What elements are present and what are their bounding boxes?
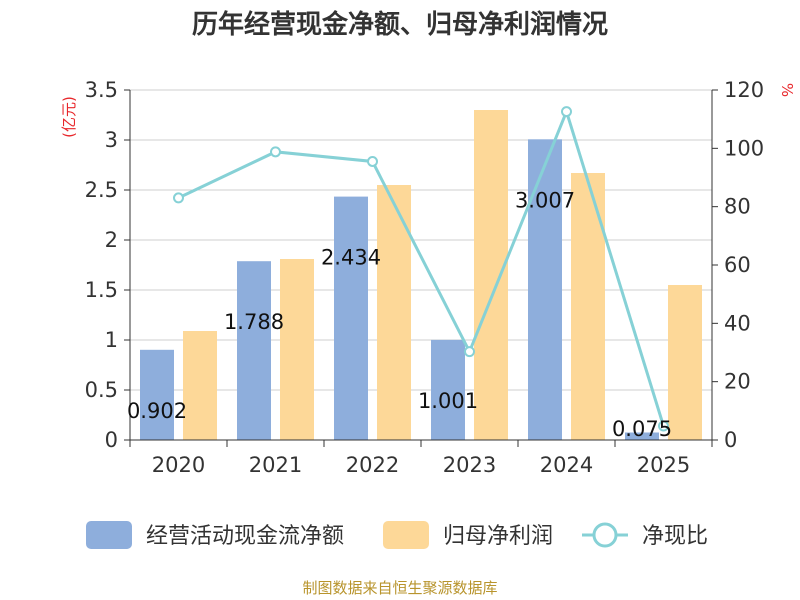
y-left-tick-label: 0.5 <box>85 378 118 402</box>
y-right-tick-label: 40 <box>724 311 751 335</box>
x-tick-label: 2022 <box>346 453 399 477</box>
y-right-tick-label: 60 <box>724 253 751 277</box>
x-tick-label: 2020 <box>152 453 205 477</box>
x-tick-label: 2025 <box>637 453 690 477</box>
bar-net-profit[interactable] <box>183 331 217 440</box>
bar-net-profit[interactable] <box>280 259 314 440</box>
chart-title: 历年经营现金净额、归母净利润情况 <box>192 9 608 40</box>
y-left-tick-label: 0 <box>105 428 118 452</box>
bar-net-profit[interactable] <box>571 173 605 440</box>
axes: 0 0.5 1 1.5 2 2.5 3 3.5 0 20 40 60 80 100 120 2020 2021 2… <box>85 78 765 477</box>
y-right-unit: % <box>778 83 796 97</box>
bar-net-profit[interactable] <box>377 185 411 440</box>
legend-label: 净现比 <box>642 524 708 549</box>
legend-marker <box>592 522 618 548</box>
bars <box>140 110 702 441</box>
x-tick-label: 2023 <box>443 453 496 477</box>
legend[interactable]: 经营活动现金流净额 归母净利润 净现比 <box>86 521 708 549</box>
bar-cash-flow[interactable] <box>140 349 174 440</box>
y-left-tick-label: 1.5 <box>85 278 118 302</box>
ratio-point[interactable] <box>561 106 572 118</box>
legend-swatch <box>383 521 429 549</box>
y-left-tick-label: 3 <box>105 128 118 152</box>
bar-net-profit[interactable] <box>474 110 508 440</box>
y-left-tick-label: 1 <box>105 328 118 352</box>
ratio-point[interactable] <box>173 192 184 204</box>
data-label-cash-flow: 1.001 <box>418 389 478 413</box>
ratio-line-path <box>177 107 665 427</box>
legend-item[interactable]: 净现比 <box>582 522 708 549</box>
ratio-point[interactable] <box>367 155 378 167</box>
y-right-tick-label: 0 <box>724 428 737 452</box>
ratio-line <box>173 106 669 432</box>
bar-cash-flow[interactable] <box>625 432 659 441</box>
bar-cash-flow[interactable] <box>431 339 465 440</box>
y-left-unit: (亿元) <box>60 96 78 138</box>
y-left-tick-label: 2.5 <box>85 178 118 202</box>
y-right-tick-label: 20 <box>724 370 751 394</box>
y-left-tick-label: 2 <box>105 228 118 252</box>
ratio-point[interactable] <box>270 146 281 158</box>
data-label-cash-flow: 0.075 <box>612 417 672 441</box>
data-labels: 0.902 1.788 2.434 1.001 3.007 0.075 <box>127 188 672 441</box>
grid <box>130 89 712 441</box>
legend-item[interactable]: 经营活动现金流净额 <box>86 521 344 549</box>
y-left-tick-label: 3.5 <box>85 78 118 102</box>
data-label-cash-flow: 3.007 <box>515 188 575 212</box>
x-tick-label: 2024 <box>540 453 593 477</box>
bar-net-profit[interactable] <box>668 285 702 440</box>
y-right-tick-label: 120 <box>724 78 764 102</box>
bar-cash-flow[interactable] <box>237 261 271 440</box>
ratio-point[interactable] <box>658 420 669 432</box>
legend-item[interactable]: 归母净利润 <box>383 521 553 549</box>
legend-swatch <box>86 521 132 549</box>
bar-cash-flow[interactable] <box>334 196 368 440</box>
legend-label: 经营活动现金流净额 <box>146 524 344 549</box>
y-right-tick-label: 100 <box>724 136 764 160</box>
bar-cash-flow[interactable] <box>528 139 562 441</box>
source-note: 制图数据来自恒生聚源数据库 <box>302 579 497 597</box>
data-label-cash-flow: 1.788 <box>224 310 284 334</box>
data-label-cash-flow: 0.902 <box>127 399 187 423</box>
data-label-cash-flow: 2.434 <box>321 246 381 270</box>
legend-label: 归母净利润 <box>443 524 553 549</box>
x-tick-label: 2021 <box>249 453 302 477</box>
y-right-tick-label: 80 <box>724 195 751 219</box>
ratio-point[interactable] <box>464 346 475 358</box>
